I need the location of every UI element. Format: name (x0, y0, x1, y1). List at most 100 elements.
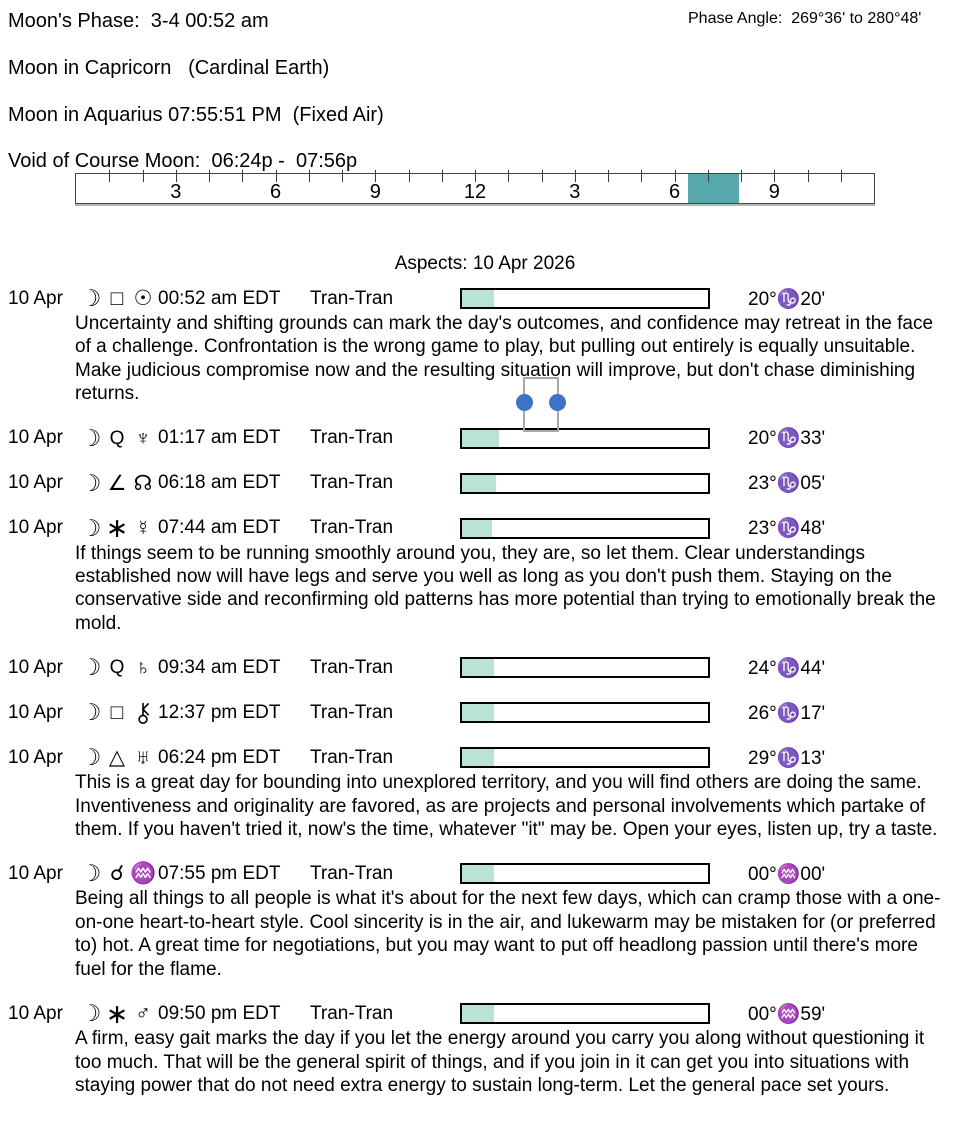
aspect-row[interactable]: 10 Apr ☽ △ ♅ 06:24 pm EDT Tran-Tran 29°♑13… (8, 745, 970, 770)
square-aspect-icon: □ (110, 287, 124, 310)
aspect-time: 01:17 am EDT (158, 427, 281, 449)
moon-icon: ☽ (80, 514, 102, 541)
aspect-type: Tran-Tran (310, 1002, 394, 1024)
aspect-row[interactable]: 10 Apr ☽ Q ♆ 01:17 am EDT Tran-Tran 20°♑33… (8, 425, 970, 451)
aspect-description: Uncertainty and shifting grounds can mar… (75, 313, 934, 405)
hour-label: 12 (463, 181, 487, 203)
hour-tick (574, 170, 576, 182)
hour-tick (475, 170, 476, 182)
aspect-date: 10 Apr (8, 746, 63, 768)
aspect-degree: 24°♑44' (748, 657, 826, 679)
aspect-degree: 20°♑20' (748, 288, 826, 310)
quincunx-aspect-icon: Q (109, 427, 125, 449)
orb-progress-bar (460, 427, 710, 449)
aspect-row[interactable]: 10 Apr ☽ □ ☉ 00:52 am EDT Tran-Tran 20°♑20… (8, 286, 970, 311)
mercury-icon: ☿ (135, 516, 151, 540)
aspect-glyphs: ☽ □ ☉ (78, 286, 158, 311)
aspect-row[interactable]: 10 Apr ☽ ∠ ☊ 06:18 am EDT Tran-Tran 23°♑05… (8, 469, 970, 496)
aspect-date: 10 Apr (8, 517, 63, 539)
hour-tick (308, 170, 310, 182)
aspect-date: 10 Apr (8, 656, 63, 678)
aspect-row[interactable]: 10 Apr ☽ ∗ ♂ 09:50 pm EDT Tran-Tran 00°♒59… (8, 1000, 970, 1027)
aspect-type: Tran-Tran (310, 862, 394, 884)
aspect-description: A firm, easy gait marks the day if you l… (75, 1028, 925, 1096)
aspect-degree: 26°♑17' (748, 702, 826, 724)
aspect-row[interactable]: 10 Apr ☽ □ 12:37 pm EDT Tran-Tran 26°♑17' (8, 700, 970, 725)
aspect-glyphs: ☽ ☌ ♒ (78, 861, 158, 886)
aspect-glyphs: ☽ □ (78, 700, 158, 725)
chiron-icon (130, 702, 156, 724)
hour-tick (741, 170, 742, 182)
hour-tick (608, 170, 609, 182)
neptune-icon: ♆ (135, 426, 151, 450)
hour-tick (375, 170, 377, 182)
aspect-time: 12:37 pm EDT (158, 701, 281, 723)
hour-tick (707, 170, 709, 182)
hour-tick (408, 170, 410, 182)
moon-in-capricorn-label: Moon in Capricorn (Cardinal Earth) (8, 57, 330, 79)
aspect-time: 09:50 pm EDT (158, 1002, 281, 1024)
orb-progress-bar (460, 702, 710, 724)
aspect-row[interactable]: 10 Apr ☽ ∗ ☿ 07:44 am EDT Tran-Tran 23°♑48… (8, 513, 970, 544)
north-node-icon: ☊ (133, 471, 153, 495)
hour-tick (109, 170, 111, 182)
aspect-glyphs: ☽ △ ♅ (78, 745, 158, 770)
quincunx-aspect-icon: Q (109, 657, 125, 679)
aspect-type: Tran-Tran (310, 746, 394, 768)
day-hour-ruler[interactable]: 3 6 9 12 3 6 9 (75, 170, 875, 204)
saturn-icon: ♄ (135, 656, 151, 680)
moon-icon: ☽ (80, 1000, 102, 1027)
orb-progress-bar (460, 517, 710, 539)
aspect-glyphs: ☽ ∠ ☊ (78, 469, 158, 496)
drag-handle-dot-left[interactable] (516, 394, 533, 411)
aspect-type: Tran-Tran (310, 472, 394, 494)
hour-label: 6 (269, 181, 282, 203)
orb-progress-fill (462, 474, 497, 492)
aspect-degree: 29°♑13' (748, 747, 826, 769)
aspect-degree: 20°♑33' (748, 428, 826, 450)
aspect-type: Tran-Tran (310, 287, 394, 309)
hour-label: 3 (569, 181, 581, 203)
aspect-row[interactable]: 10 Apr ☽ ☌ ♒ 07:55 pm EDT Tran-Tran 00°♒00… (8, 861, 970, 886)
orb-progress-fill (462, 659, 494, 677)
hour-tick (641, 170, 643, 182)
aspect-row[interactable]: 10 Apr ☽ Q ♄ 09:34 am EDT Tran-Tran 24°♑44… (8, 655, 970, 680)
aspect-degree: 23°♑05' (748, 473, 826, 495)
hour-tick (508, 170, 510, 182)
aspect-time: 09:34 am EDT (158, 656, 281, 678)
void-of-course-highlight (687, 174, 739, 203)
conjunction-aspect-icon: ☌ (109, 862, 125, 886)
void-of-course-label: Void of Course Moon: 06:24p - 07:56p (8, 150, 358, 172)
sextile-aspect-icon: ∗ (105, 513, 129, 544)
moon-icon: ☽ (80, 285, 102, 311)
moon-icon: ☽ (80, 469, 102, 496)
aspect-description: If things seem to be running smoothly ar… (75, 542, 936, 634)
aspect-glyphs: ☽ Q ♆ (78, 425, 158, 451)
hour-label: 9 (768, 181, 780, 203)
orb-progress-bar (460, 747, 710, 769)
square-aspect-icon: □ (110, 701, 124, 725)
aspect-date: 10 Apr (8, 701, 63, 723)
aspect-degree: 00°♒00' (748, 863, 826, 885)
hour-tick (807, 170, 809, 182)
orb-progress-fill (462, 749, 494, 767)
mars-icon: ♂ (135, 1002, 151, 1026)
aspect-date: 10 Apr (8, 472, 63, 494)
aspect-time: 07:44 am EDT (158, 517, 281, 539)
moon-icon: ☽ (80, 699, 102, 726)
aspect-time: 00:52 am EDT (158, 287, 281, 309)
hour-tick (541, 170, 543, 182)
drag-handle-dot-right[interactable] (549, 394, 566, 411)
moon-icon: ☽ (80, 860, 102, 887)
moon-icon: ☽ (80, 654, 102, 681)
hour-tick (142, 170, 144, 182)
uranus-icon: ♅ (135, 746, 151, 770)
orb-progress-fill (462, 704, 494, 722)
hour-tick (840, 170, 842, 182)
moon-in-aquarius-label: Moon in Aquarius 07:55:51 PM (Fixed Air) (8, 104, 384, 126)
orb-progress-bar (460, 472, 710, 494)
hour-tick (175, 170, 177, 182)
aspect-description: This is a great day for bounding into un… (75, 772, 938, 841)
trine-aspect-icon: △ (108, 746, 126, 770)
